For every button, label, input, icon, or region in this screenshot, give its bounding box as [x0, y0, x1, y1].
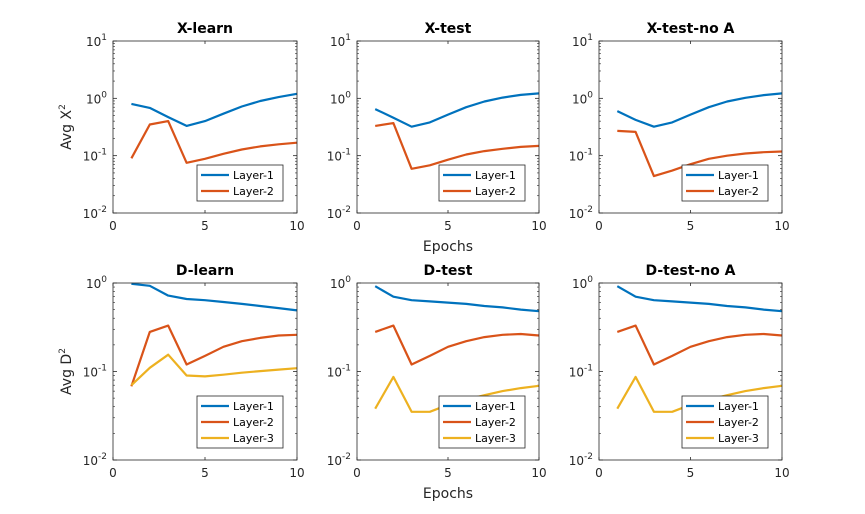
y-tick-label: 10-1 — [83, 148, 107, 164]
y-tick-label: 10-1 — [327, 364, 351, 380]
chart-title: D-test — [424, 263, 473, 279]
legend-label-1: Layer-1 — [233, 169, 274, 182]
x-tick-label: 10 — [531, 219, 546, 233]
legend-label-1: Layer-1 — [233, 400, 274, 413]
legend-label-2: Layer-2 — [475, 416, 516, 429]
y-tick-label: 10-1 — [569, 148, 593, 164]
y-tick-label: 10-2 — [569, 452, 593, 468]
legend-label-3: Layer-3 — [718, 432, 759, 445]
x-tick-label: 10 — [531, 466, 546, 480]
x-tick-label: 10 — [774, 219, 789, 233]
legend: Layer-1 Layer-2 — [439, 165, 525, 201]
y-tick-label: 100 — [86, 90, 107, 106]
legend-label-2: Layer-2 — [233, 185, 274, 198]
y-tick-label: 100 — [572, 90, 593, 106]
x-tick-label: 0 — [353, 219, 361, 233]
chart-title: X-test — [425, 21, 472, 37]
legend-label-2: Layer-2 — [718, 416, 759, 429]
x-axis-label: Epochs — [423, 239, 473, 255]
y-tick-label: 10-1 — [83, 364, 107, 380]
y-tick-label: 100 — [330, 275, 351, 291]
legend-label-1: Layer-1 — [475, 400, 516, 413]
legend: Layer-1 Layer-2 — [197, 165, 283, 201]
y-tick-label: 101 — [330, 33, 351, 49]
legend-label-2: Layer-2 — [718, 185, 759, 198]
legend-label-3: Layer-3 — [475, 432, 516, 445]
legend: Layer-1 Layer-2 Layer-3 — [197, 396, 283, 448]
x-tick-label: 5 — [201, 219, 209, 233]
x-tick-label: 10 — [289, 219, 304, 233]
legend-label-2: Layer-2 — [233, 416, 274, 429]
x-tick-label: 5 — [687, 466, 695, 480]
y-tick-label: 10-2 — [327, 205, 351, 221]
legend-label-1: Layer-1 — [718, 169, 759, 182]
y-tick-label: 10-1 — [569, 364, 593, 380]
legend-label-1: Layer-1 — [475, 169, 516, 182]
y-tick-label: 100 — [86, 275, 107, 291]
chart-title: X-test-no A — [647, 21, 735, 37]
chart-title: X-learn — [177, 21, 233, 37]
legend: Layer-1 Layer-2 Layer-3 — [439, 396, 525, 448]
x-tick-label: 0 — [353, 466, 361, 480]
y-axis-label: Avg D2 — [58, 348, 75, 395]
legend-label-2: Layer-2 — [475, 185, 516, 198]
panel-4: 0 5 1010010-110-2D-testEpochsLayer-1Layer-… — [327, 263, 547, 502]
y-tick-label: 100 — [572, 275, 593, 291]
panel-5: 0 5 10 100 10-1 10-2 D-test-no A Layer-1 Layer-2… — [569, 263, 790, 480]
y-tick-label: 10-2 — [569, 205, 593, 221]
y-tick-label: 10-2 — [83, 205, 107, 221]
x-tick-label: 10 — [774, 466, 789, 480]
panel-1: 0 5 1010110010-110-2X-testEpochsLayer-1Lay… — [327, 21, 547, 255]
y-tick-label: 100 — [330, 90, 351, 106]
x-tick-label: 5 — [444, 466, 452, 480]
x-tick-label: 5 — [201, 466, 209, 480]
x-tick-label: 0 — [595, 219, 603, 233]
y-tick-label: 10-2 — [327, 452, 351, 468]
chart-title: D-test-no A — [645, 263, 735, 279]
legend-label-1: Layer-1 — [718, 400, 759, 413]
x-tick-label: 5 — [444, 219, 452, 233]
x-tick-label: 0 — [109, 219, 117, 233]
legend: Layer-1 Layer-2 — [682, 165, 768, 201]
x-tick-label: 0 — [109, 466, 117, 480]
y-tick-label: 101 — [572, 33, 593, 49]
y-tick-label: 10-2 — [83, 452, 107, 468]
x-tick-label: 10 — [289, 466, 304, 480]
x-axis-label: Epochs — [423, 486, 473, 502]
y-tick-label: 10-1 — [327, 148, 351, 164]
y-axis-label: Avg X2 — [58, 104, 75, 150]
legend: Layer-1 Layer-2 Layer-3 — [682, 396, 768, 448]
x-tick-label: 5 — [687, 219, 695, 233]
y-tick-label: 101 — [86, 33, 107, 49]
legend-label-3: Layer-3 — [233, 432, 274, 445]
chart-title: D-learn — [176, 263, 234, 279]
x-tick-label: 0 — [595, 466, 603, 480]
